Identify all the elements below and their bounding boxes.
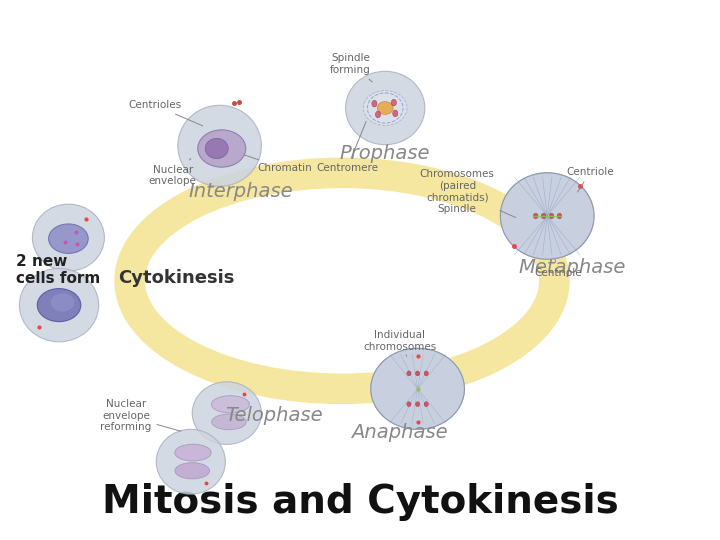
- Text: Centriole: Centriole: [567, 167, 614, 192]
- Ellipse shape: [346, 71, 425, 145]
- Ellipse shape: [371, 348, 464, 429]
- Ellipse shape: [205, 138, 228, 159]
- Text: Metaphase: Metaphase: [518, 258, 626, 277]
- Ellipse shape: [364, 91, 407, 125]
- Ellipse shape: [541, 213, 546, 219]
- Ellipse shape: [391, 99, 397, 106]
- Ellipse shape: [415, 402, 420, 407]
- Ellipse shape: [37, 288, 81, 322]
- Ellipse shape: [407, 402, 411, 407]
- Ellipse shape: [372, 100, 377, 107]
- Ellipse shape: [534, 213, 538, 219]
- Ellipse shape: [178, 105, 261, 186]
- Text: Chromatin: Chromatin: [244, 155, 312, 173]
- Ellipse shape: [50, 293, 75, 312]
- Ellipse shape: [192, 382, 261, 444]
- Ellipse shape: [175, 444, 211, 461]
- Ellipse shape: [212, 414, 246, 430]
- Ellipse shape: [32, 204, 104, 271]
- Ellipse shape: [500, 173, 594, 259]
- Text: Anaphase: Anaphase: [351, 422, 448, 442]
- Ellipse shape: [198, 130, 246, 167]
- Ellipse shape: [212, 396, 249, 413]
- Ellipse shape: [377, 102, 393, 114]
- Text: Telophase: Telophase: [225, 406, 323, 426]
- Ellipse shape: [371, 348, 464, 429]
- Text: Prophase: Prophase: [340, 144, 431, 164]
- Text: Chromosomes
(paired
chromatids)
Spindle: Chromosomes (paired chromatids) Spindle: [420, 170, 516, 218]
- Text: Spindle
forming: Spindle forming: [330, 53, 372, 82]
- Ellipse shape: [49, 224, 89, 253]
- Text: 2 new
cells form: 2 new cells form: [16, 254, 100, 286]
- Ellipse shape: [424, 371, 428, 376]
- Ellipse shape: [549, 213, 554, 219]
- Ellipse shape: [415, 371, 420, 376]
- Ellipse shape: [375, 111, 381, 118]
- Text: Centrioles: Centrioles: [128, 100, 202, 126]
- Text: Mitosis and Cytokinesis: Mitosis and Cytokinesis: [102, 483, 618, 521]
- Ellipse shape: [424, 402, 428, 407]
- Text: Cytokinesis: Cytokinesis: [118, 269, 235, 287]
- Text: Centromere: Centromere: [316, 122, 378, 173]
- Ellipse shape: [19, 268, 99, 342]
- Ellipse shape: [392, 110, 398, 117]
- Ellipse shape: [500, 173, 594, 259]
- Ellipse shape: [407, 371, 411, 376]
- Ellipse shape: [557, 213, 562, 219]
- Text: Interphase: Interphase: [189, 182, 294, 201]
- Text: Centriole: Centriole: [534, 259, 582, 278]
- Ellipse shape: [156, 429, 225, 494]
- Text: Nuclear
envelope
reforming: Nuclear envelope reforming: [100, 399, 181, 433]
- Ellipse shape: [175, 463, 210, 479]
- Text: Individual
chromosomes: Individual chromosomes: [363, 330, 436, 356]
- Text: Nuclear
envelope: Nuclear envelope: [149, 159, 197, 186]
